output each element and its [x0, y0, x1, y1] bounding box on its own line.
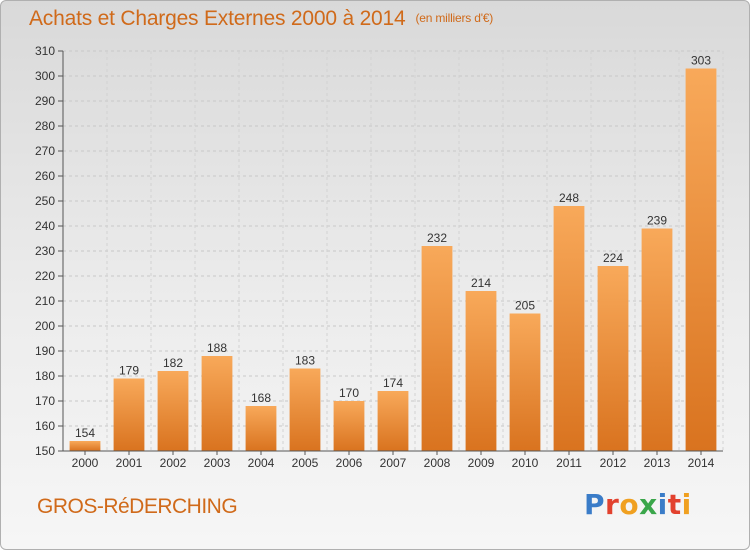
value-label: 154	[75, 426, 95, 440]
brand-letter: i	[681, 488, 692, 521]
x-tick-label: 2006	[336, 456, 363, 470]
y-tick-label: 270	[35, 144, 55, 158]
brand-letter: t	[667, 488, 682, 521]
value-label: 174	[383, 376, 403, 390]
x-tick-label: 2012	[600, 456, 627, 470]
y-tick-label: 180	[35, 369, 55, 383]
axes-group: 150 160 170 180 190 200 210 220 230 240 250 260 270 2…	[35, 44, 723, 470]
title-text: Achats et Charges Externes 2000 à 2014	[29, 7, 406, 30]
bar	[465, 291, 497, 451]
y-tick-label: 240	[35, 219, 55, 233]
x-tick-label: 2008	[424, 456, 451, 470]
x-tick-label: 2010	[512, 456, 539, 470]
bar	[553, 206, 585, 451]
y-tick-label: 280	[35, 119, 55, 133]
bar	[157, 371, 189, 451]
brand-letter: i	[657, 488, 668, 521]
bar	[113, 378, 145, 451]
bars-group: 154 179 182 188 168 183 170 174 232 214 205 248 224 2…	[69, 54, 717, 451]
x-tick-label: 2013	[644, 456, 671, 470]
y-tick-label: 190	[35, 344, 55, 358]
x-tick-label: 2007	[380, 456, 407, 470]
x-tick-label: 2003	[204, 456, 231, 470]
bar	[597, 266, 629, 451]
bar	[289, 368, 321, 451]
bar	[333, 401, 365, 451]
bar	[69, 441, 101, 451]
bar	[201, 356, 233, 451]
brand-letter: x	[639, 488, 658, 521]
brand-letter: o	[619, 488, 640, 521]
value-label: 205	[515, 299, 535, 313]
x-tick-label: 2002	[160, 456, 187, 470]
value-label: 182	[163, 356, 183, 370]
bar	[641, 228, 673, 451]
y-tick-label: 250	[35, 194, 55, 208]
x-tick-label: 2005	[292, 456, 319, 470]
y-tick-label: 170	[35, 394, 55, 408]
bar	[685, 68, 717, 451]
value-label: 239	[647, 214, 667, 228]
x-tick-label: 2001	[116, 456, 143, 470]
unit-label: (en milliers d'€)	[415, 11, 494, 25]
y-tick-label: 220	[35, 269, 55, 283]
y-tick-label: 210	[35, 294, 55, 308]
proxiti-logo: Proxiti	[584, 488, 692, 521]
chart-title: Achats et Charges Externes 2000 à 2014 (e…	[29, 7, 493, 31]
y-tick-label: 160	[35, 419, 55, 433]
y-tick-label: 290	[35, 94, 55, 108]
brand-letter: P	[584, 488, 606, 521]
bar	[377, 391, 409, 451]
value-label: 188	[207, 341, 227, 355]
bar	[421, 246, 453, 451]
y-tick-label: 200	[35, 319, 55, 333]
value-label: 168	[251, 391, 271, 405]
y-tick-label: 310	[35, 44, 55, 58]
value-label: 170	[339, 386, 359, 400]
y-tick-label: 150	[35, 444, 55, 458]
value-label: 183	[295, 354, 315, 368]
x-tick-label: 2011	[556, 456, 582, 470]
value-label: 214	[471, 276, 491, 290]
x-tick-label: 2014	[688, 456, 715, 470]
x-tick-label: 2004	[248, 456, 275, 470]
x-tick-label: 2009	[468, 456, 495, 470]
town-name: GROS-RéDERCHING	[37, 495, 238, 518]
x-tick-label: 2000	[72, 456, 99, 470]
y-tick-label: 300	[35, 69, 55, 83]
value-label: 248	[559, 191, 579, 205]
value-label: 179	[119, 364, 139, 378]
value-label: 224	[603, 251, 623, 265]
bar	[509, 313, 541, 451]
value-label: 232	[427, 231, 447, 245]
y-tick-label: 230	[35, 244, 55, 258]
bar	[245, 406, 277, 451]
y-tick-label: 260	[35, 169, 55, 183]
value-label: 303	[691, 54, 711, 68]
brand-letter: r	[605, 488, 620, 521]
